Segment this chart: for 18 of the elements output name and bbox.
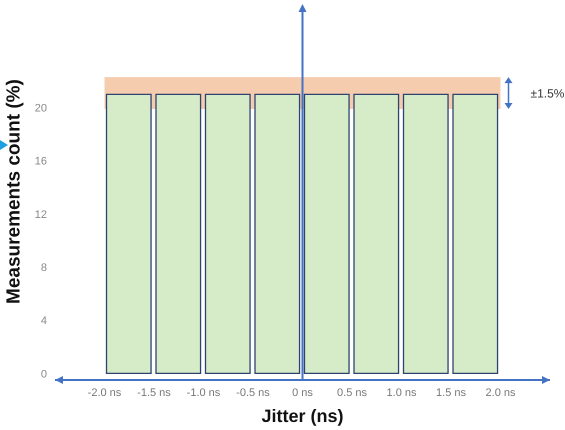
x-axis-title: Jitter (ns)	[261, 406, 344, 426]
x-tick-label: -1.0 ns	[186, 386, 221, 399]
x-tick-label: -1.5 ns	[137, 386, 172, 399]
x-tick-label: -2.0 ns	[88, 386, 122, 399]
y-tick-label: 0	[40, 368, 47, 380]
x-tick-label: 0.5 ns	[337, 386, 368, 399]
y-tick-label: 4	[40, 315, 47, 328]
y-tick-label: 20	[34, 102, 47, 115]
y-axis-title: Measurements count (%)	[4, 79, 25, 304]
y-tick-label: 8	[40, 262, 47, 274]
x-tick-label: 1.5 ns	[436, 386, 466, 399]
y-tick-label: 12	[34, 208, 47, 221]
x-tick-label: 2.0 ns	[486, 386, 516, 399]
x-tick-label: -0.5 ns	[236, 386, 270, 399]
x-tick-label: 1.0 ns	[386, 386, 417, 399]
band-label: ±1.5%	[530, 86, 565, 100]
y-tick-label: 16	[34, 156, 47, 168]
x-tick-label: 0 ns	[292, 386, 314, 399]
